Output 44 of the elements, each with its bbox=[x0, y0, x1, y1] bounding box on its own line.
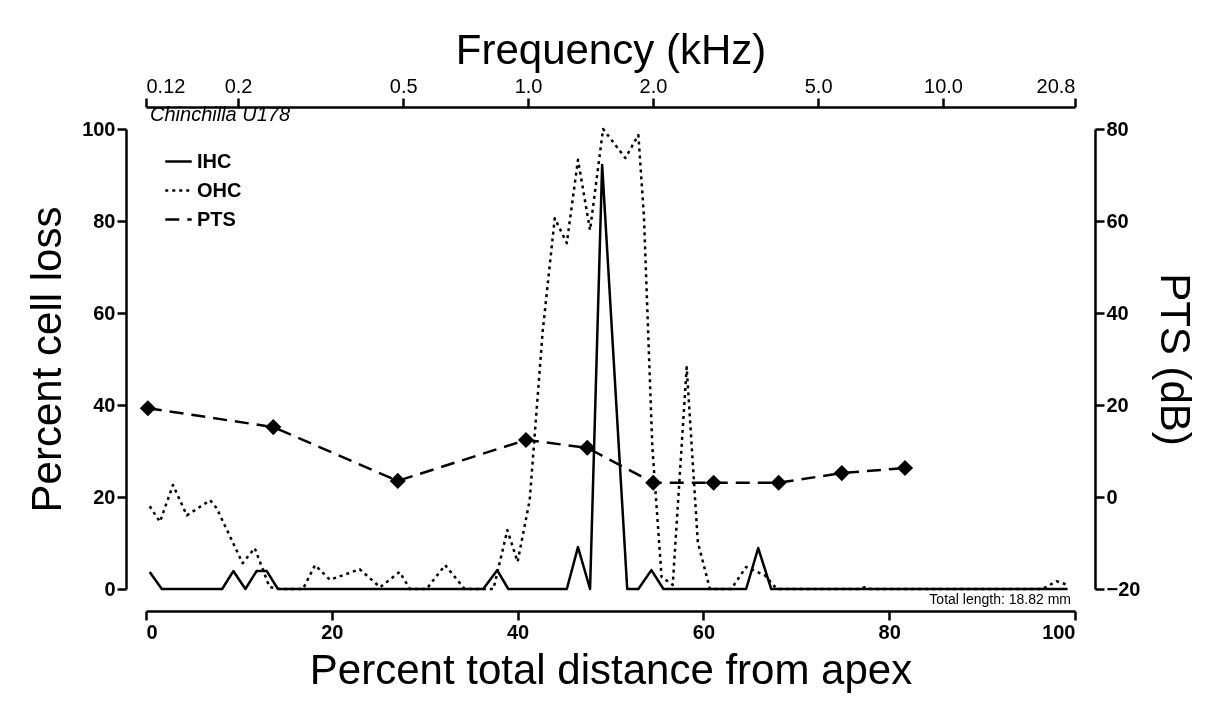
y-tick-label: 80 bbox=[93, 209, 116, 232]
y-tick-label: 60 bbox=[93, 301, 116, 324]
point bbox=[517, 431, 535, 449]
y2-axis-title: PTS (dB) bbox=[1152, 273, 1200, 446]
point bbox=[389, 472, 406, 489]
point bbox=[579, 439, 596, 456]
y2-tick-label: 0 bbox=[1106, 485, 1118, 508]
legend-label: IHC bbox=[197, 149, 232, 172]
point bbox=[896, 459, 914, 477]
x-tick-label: 60 bbox=[692, 620, 716, 643]
y2-tick-label: 20 bbox=[1106, 393, 1129, 416]
x-tick-label: 80 bbox=[878, 620, 901, 643]
point bbox=[265, 419, 282, 436]
x2-axis-title: Frequency (kHz) bbox=[455, 25, 767, 73]
x-tick-label: 0 bbox=[146, 620, 158, 643]
point bbox=[770, 474, 787, 491]
y-tick-label: 40 bbox=[93, 393, 116, 416]
y2-tick-label: 60 bbox=[1106, 209, 1129, 232]
point bbox=[705, 474, 722, 491]
x2-tick-label: 0.12 bbox=[146, 74, 186, 97]
x2-tick-label: 5.0 bbox=[804, 74, 833, 97]
x2-tick-label: 0.5 bbox=[389, 74, 418, 97]
x2-tick-label: 1.0 bbox=[514, 74, 543, 97]
point bbox=[833, 465, 850, 482]
y-tick-label: 100 bbox=[82, 117, 116, 140]
x2-tick-label: 2.0 bbox=[639, 74, 668, 97]
y2-tick-label: 40 bbox=[1106, 301, 1129, 324]
legend-label: OHC bbox=[197, 178, 242, 201]
x2-tick-label: 0.2 bbox=[224, 74, 253, 97]
y2-tick-label: 80 bbox=[1106, 117, 1129, 140]
x-tick-label: 40 bbox=[506, 620, 530, 643]
legend-label: PTS bbox=[197, 207, 236, 230]
y-axis-title: Percent cell loss bbox=[23, 206, 71, 513]
point bbox=[645, 474, 662, 491]
y-tick-label: 20 bbox=[93, 485, 116, 508]
x2-tick-label: 20.8 bbox=[1036, 74, 1076, 97]
x-axis-title: Percent total distance from apex bbox=[309, 645, 913, 693]
point bbox=[139, 400, 156, 417]
x-tick-label: 100 bbox=[1042, 620, 1076, 643]
y2-tick-label: −20 bbox=[1106, 577, 1141, 600]
x-tick-label: 20 bbox=[321, 620, 344, 643]
y-tick-label: 0 bbox=[104, 577, 116, 600]
x2-tick-label: 10.0 bbox=[924, 74, 963, 97]
text: Total length: 18.82 mm bbox=[929, 591, 1071, 607]
